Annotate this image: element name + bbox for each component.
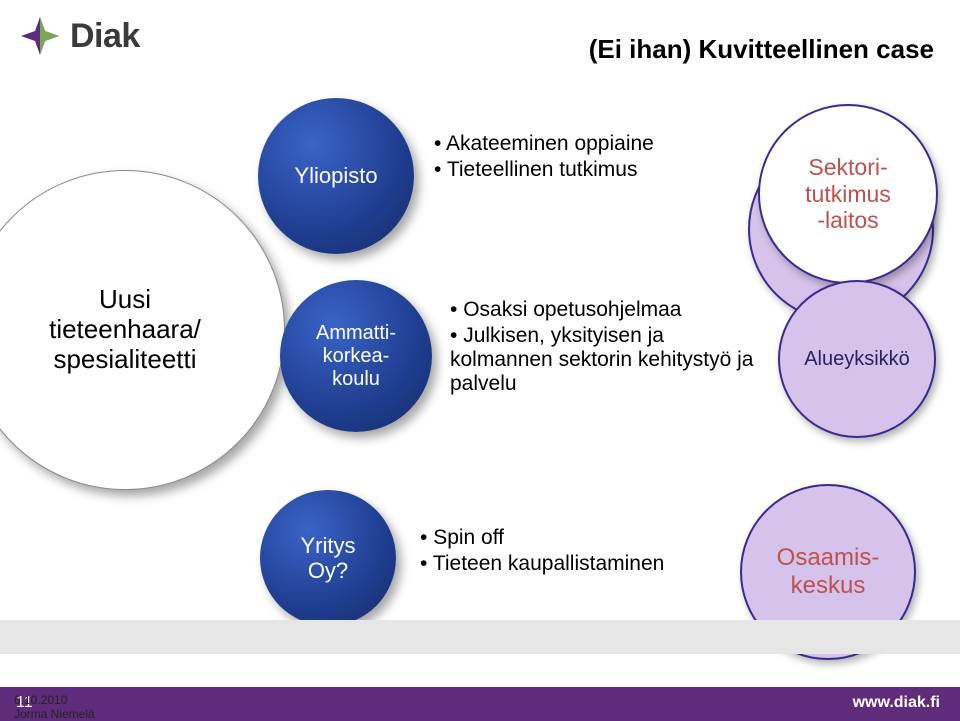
brand-name: Diak (70, 17, 140, 56)
slide-title: (Ei ihan) Kuvitteellinen case (589, 34, 934, 65)
node-yliopisto: Yliopisto (258, 98, 414, 254)
node-text-line: Oy? (301, 558, 356, 583)
slide: Diak (Ei ihan) Kuvitteellinen case Uusi … (0, 0, 960, 721)
node-label: Yliopisto (294, 163, 377, 188)
footer-site: www.diak.fi (853, 694, 940, 712)
diak-logo-icon (18, 14, 62, 58)
node-text-line: tieteenhaara/ (49, 315, 201, 345)
bullet-item: Tieteen kaupallistaminen (420, 552, 720, 576)
footer-author: Jorma Niemelä (14, 707, 95, 721)
node-yritys-oy: Yritys Oy? (260, 490, 396, 626)
node-text-line: tutkimus (805, 181, 891, 207)
bullets-yritys: Spin off Tieteen kaupallistaminen (420, 526, 720, 578)
footer-date: 6.10.2010 (14, 693, 95, 707)
bullet-item: Julkisen, yksityisen ja kolmannen sektor… (450, 324, 770, 396)
node-uusi-tieteenhaara: Uusi tieteenhaara/ spesialiteetti (0, 170, 285, 490)
node-label: Alueyksikkö (804, 348, 910, 371)
node-text-line: -laitos (817, 207, 878, 233)
footer-meta: 6.10.2010 Jorma Niemelä (14, 693, 95, 721)
bullet-item: Spin off (420, 526, 720, 550)
footer-bar: 11 www.diak.fi (0, 687, 960, 721)
bullet-item: Osaksi opetusohjelmaa (450, 298, 770, 322)
node-text-line: Osaamis- (777, 544, 880, 572)
footer-band (0, 620, 960, 654)
node-text-line: korkea- (316, 345, 396, 368)
node-text-line: spesialiteetti (49, 345, 201, 375)
bullet-item: Akateeminen oppiaine (434, 132, 734, 156)
node-text-line: koulu (316, 368, 396, 391)
node-text-line: Yritys (301, 533, 356, 558)
node-text-line: keskus (791, 572, 866, 600)
node-text-line: Sektori- (808, 154, 887, 180)
node-ammattikorkeakoulu: Ammatti- korkea- koulu (280, 280, 432, 432)
bullets-yliopisto: Akateeminen oppiaine Tieteellinen tutkim… (434, 132, 734, 184)
node-text-line: Uusi (49, 285, 201, 315)
node-text-line: Ammatti- (316, 322, 396, 345)
bullets-ammatti: Osaksi opetusohjelmaa Julkisen, yksityis… (450, 298, 770, 398)
bullet-item: Tieteellinen tutkimus (434, 158, 734, 182)
node-alueyksikko: Alueyksikkö (778, 280, 936, 438)
brand-logo: Diak (18, 14, 140, 58)
node-sektoritutkimuslaitos: Sektori- tutkimus -laitos (758, 104, 938, 284)
